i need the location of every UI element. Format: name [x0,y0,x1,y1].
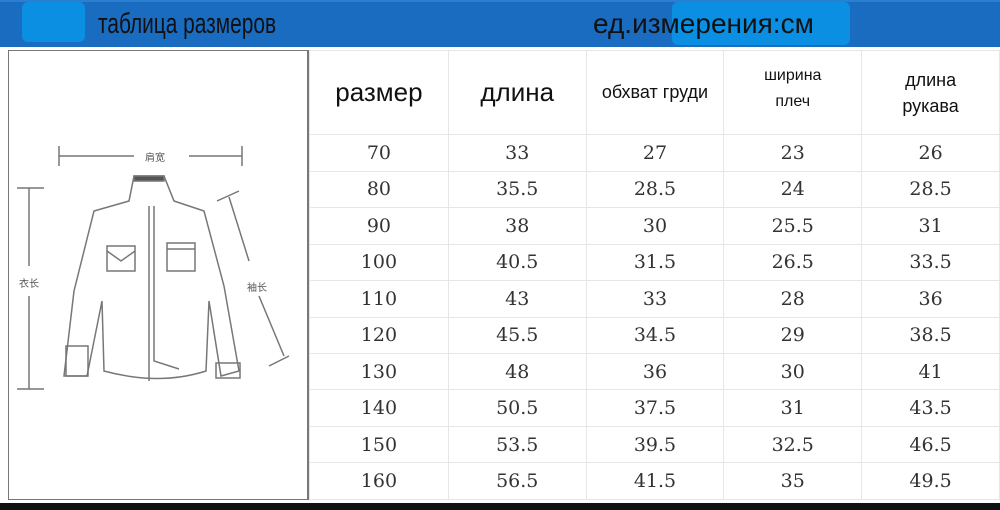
table-cell: 27 [585,134,725,172]
table-row: 100 40.5 31.5 26.5 33.5 [309,243,1000,282]
col-length: длина [447,49,587,136]
table-cell: 34.5 [585,316,725,354]
col-chest: обхват груди [585,49,725,136]
table-cell: 45.5 [447,316,587,354]
size-table: размер длина обхват груди ширина плеч дл… [309,49,1000,500]
table-cell: 90 [309,207,449,245]
table-row: 90 38 30 25.5 31 [309,207,1000,245]
table-cell: 35.5 [447,170,587,209]
table-cell: 33 [585,280,725,318]
table-row: 130 48 36 30 41 [309,352,1000,391]
table-cell: 38.5 [861,316,1000,354]
shoulder-width-label: 肩宽 [145,153,165,164]
table-cell: 150 [309,425,449,464]
table-cell: 41.5 [585,462,725,500]
table-cell: 140 [309,389,449,427]
table-cell: 110 [309,280,449,318]
col-shoulder: ширина плеч [723,49,863,136]
table-cell: 31.5 [585,243,725,282]
table-row: 160 56.5 41.5 35 49.5 [309,462,1000,500]
table-row: 70 33 27 23 26 [309,134,1000,172]
table-row: 80 35.5 28.5 24 28.5 [309,170,1000,209]
header-bar: таблица размеров ед.измерения:см [0,0,1000,47]
table-cell: 39.5 [585,425,725,464]
table-row: 140 50.5 37.5 31 43.5 [309,389,1000,427]
table-cell: 23 [723,134,863,172]
table-row: 110 43 33 28 36 [309,280,1000,318]
table-cell: 31 [723,389,863,427]
col-sleeve-label: длина рукава [902,69,959,116]
table-cell: 40.5 [447,243,587,282]
table-cell: 53.5 [447,425,587,464]
shirt-diagram: 肩宽 衣长 袖长 [8,50,309,500]
col-size: размер [309,49,449,136]
table-cell: 31 [861,207,1000,245]
table-cell: 37.5 [585,389,725,427]
chart-title: таблица размеров [98,8,277,40]
col-sleeve: длина рукава [861,49,1000,136]
table-cell: 80 [309,170,449,209]
table-header-row: размер длина обхват груди ширина плеч дл… [309,49,1000,136]
highlight [22,2,85,42]
table-cell: 50.5 [447,389,587,427]
unit-label: ед.измерения:см [593,8,814,39]
col-shoulder-label: ширина плеч [764,66,822,110]
table-row: 120 45.5 34.5 29 38.5 [309,316,1000,354]
table-cell: 29 [723,316,863,354]
length-label: 衣长 [19,279,39,290]
table-cell: 28.5 [585,170,725,209]
shirt-icon [17,146,290,390]
table-cell: 100 [309,243,449,282]
table-cell: 32.5 [723,425,863,464]
table-cell: 33.5 [861,243,1000,282]
table-cell: 120 [309,316,449,354]
table-cell: 70 [309,134,449,172]
table-cell: 26.5 [723,243,863,282]
table-cell: 43 [447,280,587,318]
table-cell: 30 [585,207,725,245]
sleeve-length-label: 袖长 [247,283,267,294]
table-cell: 28.5 [861,170,1000,209]
table-cell: 48 [447,352,587,391]
table-cell: 25.5 [723,207,863,245]
table-cell: 24 [723,170,863,209]
table-cell: 35 [723,462,863,500]
table-cell: 38 [447,207,587,245]
table-cell: 130 [309,352,449,391]
bottom-bar [0,503,1000,510]
table-row: 150 53.5 39.5 32.5 46.5 [309,425,1000,464]
table-cell: 56.5 [447,462,587,500]
table-cell: 46.5 [861,425,1000,464]
table-cell: 160 [309,462,449,500]
table-cell: 36 [585,352,725,391]
table-cell: 33 [447,134,587,172]
table-cell: 43.5 [861,389,1000,427]
table-cell: 41 [861,352,1000,391]
table-cell: 30 [723,352,863,391]
table-cell: 49.5 [861,462,1000,500]
table-cell: 28 [723,280,863,318]
table-cell: 36 [861,280,1000,318]
highlight [672,2,850,45]
table-cell: 26 [861,134,1000,172]
